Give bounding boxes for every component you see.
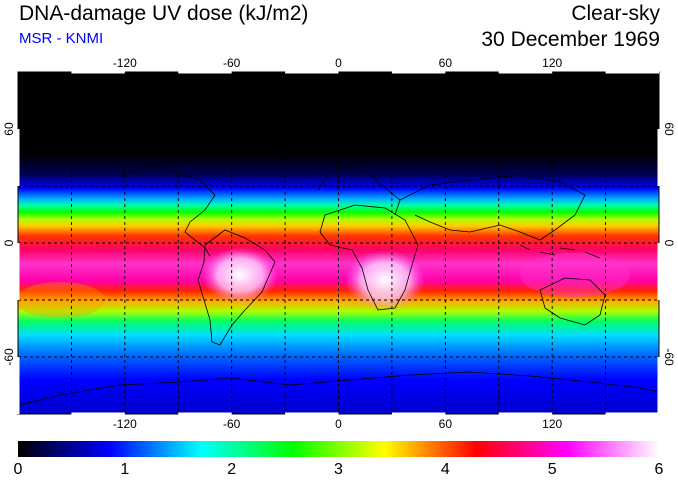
map-title: DNA-damage UV dose (kJ/m2) xyxy=(19,2,309,25)
tick-labels: -120 -120 -60 -60 0 0 60 60 120 120 60 60 0 0 -60 -60 xyxy=(2,56,676,431)
australia-hotspot xyxy=(520,253,630,297)
colorbar-label-4: 4 xyxy=(441,461,450,478)
lon-label-top--120: -120 xyxy=(113,56,137,70)
colorbar-labels: 0 1 2 3 4 5 6 xyxy=(14,461,664,478)
colorbar-label-5: 5 xyxy=(548,461,557,478)
lon-label-bottom-60: 60 xyxy=(439,417,453,431)
lon-label-bottom--60: -60 xyxy=(223,417,241,431)
south-america-hotspot xyxy=(202,247,278,303)
lat-label-right--60: -60 xyxy=(662,348,676,366)
africa-hotspot xyxy=(345,250,425,310)
australia-coast xyxy=(539,277,606,326)
date-label: 30 December 1969 xyxy=(481,28,660,51)
colorbar-label-0: 0 xyxy=(14,461,23,478)
asia-coast xyxy=(399,174,586,241)
lat-label-left-0: 0 xyxy=(2,239,16,246)
colorbar-label-1: 1 xyxy=(120,461,129,478)
colorbar-label-6: 6 xyxy=(655,461,664,478)
lat-label-left-60: 60 xyxy=(2,122,16,136)
lon-label-bottom-0: 0 xyxy=(335,417,342,431)
lon-label-top-120: 120 xyxy=(542,56,562,70)
colorbar xyxy=(18,441,659,457)
colorbar-label-3: 3 xyxy=(334,461,343,478)
source-label: MSR - KNMI xyxy=(19,30,104,47)
frame-segments xyxy=(16,70,661,416)
lat-label-left--60: -60 xyxy=(2,348,16,366)
colorbar-label-2: 2 xyxy=(227,461,236,478)
sky-condition-label: Clear-sky xyxy=(571,2,660,25)
lon-label-bottom--120: -120 xyxy=(113,417,137,431)
lon-label-top-0: 0 xyxy=(335,56,342,70)
lat-label-right-60: 60 xyxy=(662,122,676,136)
lat-label-right-0: 0 xyxy=(662,240,676,247)
indonesia-islands xyxy=(519,244,601,259)
graticule xyxy=(18,72,659,414)
greenland-coast xyxy=(264,114,301,161)
lon-label-top-60: 60 xyxy=(439,56,453,70)
antarctica-coast xyxy=(19,371,659,406)
coastlines xyxy=(19,114,659,406)
lon-label-bottom-120: 120 xyxy=(542,417,562,431)
north-america-coast xyxy=(119,167,216,257)
lon-label-top--60: -60 xyxy=(223,56,241,70)
